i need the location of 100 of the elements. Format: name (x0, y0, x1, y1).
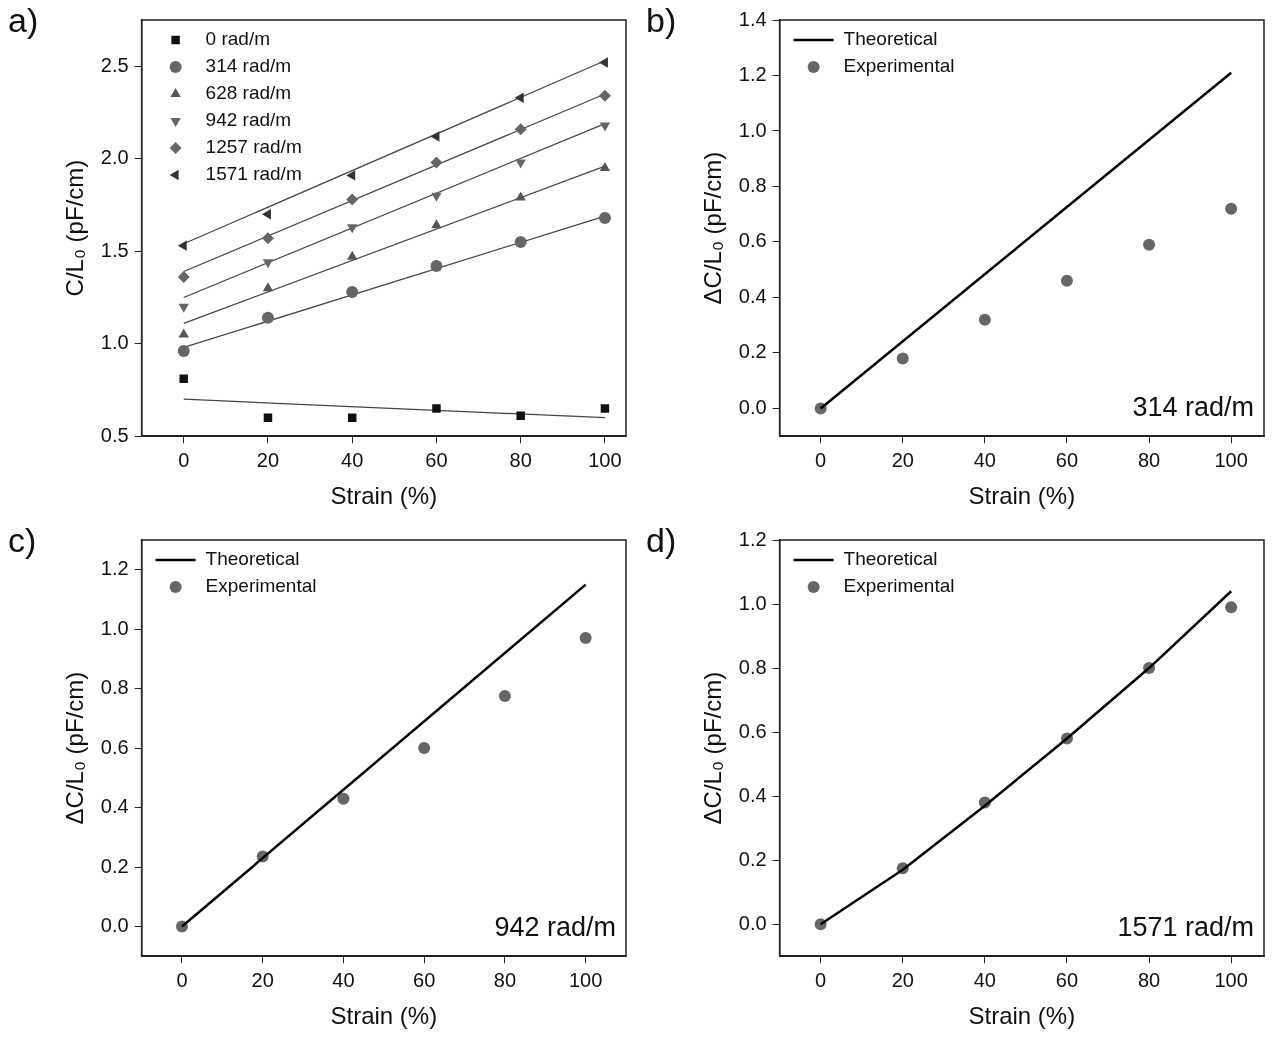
point (346, 170, 356, 181)
point (1225, 601, 1238, 614)
x-tick-label: 0 (815, 968, 827, 991)
legend-label: Theoretical (843, 548, 938, 570)
y-tick-label: 1.5 (100, 238, 129, 261)
y-tick-label: 1.2 (738, 63, 767, 86)
y-tick-label: 0.6 (738, 719, 767, 742)
y-tick-label: 0.8 (100, 676, 129, 699)
x-tick-label: 20 (256, 448, 280, 471)
y-tick-label: 1.4 (738, 7, 767, 30)
point (430, 156, 443, 169)
point (337, 792, 350, 805)
x-tick-label: 40 (973, 968, 996, 991)
point (514, 92, 524, 103)
point (430, 131, 440, 142)
y-axis-title: ΔC/L₀ (pF/cm) (699, 671, 727, 825)
legend-label: Experimental (843, 55, 955, 77)
x-tick-label: 60 (425, 448, 448, 471)
legend-label: 314 rad/m (205, 55, 292, 77)
x-tick-label: 20 (251, 968, 274, 991)
y-tick-label: 0.4 (738, 783, 767, 806)
point (579, 632, 592, 645)
point (261, 232, 274, 245)
y-tick-label: 0.5 (100, 423, 129, 446)
point (177, 271, 190, 284)
x-axis-title: Strain (%) (968, 482, 1076, 510)
legend-label: Theoretical (205, 548, 300, 570)
text: d) (646, 521, 677, 560)
point (600, 404, 610, 413)
point (430, 260, 443, 273)
point (263, 413, 273, 422)
point (1060, 274, 1073, 287)
annotation: 314 rad/m (1132, 392, 1254, 423)
x-tick-label: 40 (341, 448, 364, 471)
point (346, 285, 359, 298)
point (346, 193, 359, 206)
point (432, 404, 441, 413)
point (515, 191, 526, 201)
y-tick-label: 2.5 (100, 53, 129, 76)
x-tick-label: 0 (176, 968, 188, 991)
y-tick-label: 0.2 (100, 854, 129, 877)
y-tick-label: 0.8 (738, 655, 767, 678)
legend-label: 628 rad/m (205, 82, 292, 104)
x-tick-label: 60 (1055, 968, 1079, 991)
legend-label: 942 rad/m (205, 109, 292, 131)
y-tick-label: 1.0 (100, 616, 129, 639)
point (598, 57, 608, 68)
point (514, 235, 527, 248)
x-tick-label: 100 (588, 448, 622, 471)
point (598, 89, 611, 102)
point (347, 413, 357, 422)
point (598, 211, 611, 224)
y-axis-title: ΔC/L₀ (pF/cm) (61, 671, 89, 825)
text: a) (8, 1, 39, 40)
point (347, 250, 358, 260)
point (515, 159, 526, 169)
y-tick-label: 0.2 (738, 340, 767, 363)
x-axis-title: Strain (%) (330, 482, 438, 510)
x-tick-label: 100 (1214, 448, 1248, 471)
text: b) (646, 1, 677, 40)
point (431, 219, 442, 229)
point (599, 122, 611, 132)
x-tick-label: 60 (1055, 448, 1079, 471)
point (177, 345, 190, 358)
x-tick-label: 0 (815, 448, 827, 471)
x-tick-label: 40 (973, 448, 996, 471)
x-tick-label: 80 (1137, 968, 1161, 991)
x-tick-label: 20 (891, 448, 914, 471)
point (498, 690, 511, 703)
point (178, 303, 189, 313)
y-tick-label: 0.6 (100, 735, 129, 758)
point (261, 209, 271, 220)
y-tick-label: 0.8 (738, 174, 767, 196)
x-tick-label: 40 (332, 968, 355, 991)
point (978, 313, 991, 326)
annotation: 1571 rad/m (1117, 912, 1254, 943)
y-tick-label: 0.0 (738, 395, 767, 418)
point (516, 411, 525, 421)
legend-label: 1257 rad/m (205, 136, 302, 158)
y-tick-label: 0.0 (100, 913, 129, 936)
x-tick-label: 0 (178, 448, 190, 471)
legend-label: 1571 rad/m (205, 163, 302, 185)
y-tick-label: 1.2 (100, 557, 129, 580)
point (347, 224, 358, 234)
x-tick-label: 100 (568, 968, 603, 991)
legend-label: Experimental (843, 575, 955, 597)
y-tick-label: 0.2 (738, 847, 767, 870)
annotation: 942 rad/m (494, 912, 616, 943)
point (896, 352, 909, 365)
x-tick-label: 80 (509, 448, 532, 471)
point (1143, 238, 1156, 251)
point (514, 123, 527, 136)
point (262, 282, 274, 292)
y-tick-label: 1.2 (738, 527, 767, 550)
y-tick-label: 0.0 (738, 911, 767, 934)
x-tick-label: 100 (1214, 968, 1248, 991)
x-tick-label: 20 (891, 968, 914, 991)
y-tick-label: 1.0 (738, 591, 767, 614)
y-axis-title: C/L₀ (pF/cm) (61, 159, 89, 297)
text: c) (8, 521, 37, 560)
